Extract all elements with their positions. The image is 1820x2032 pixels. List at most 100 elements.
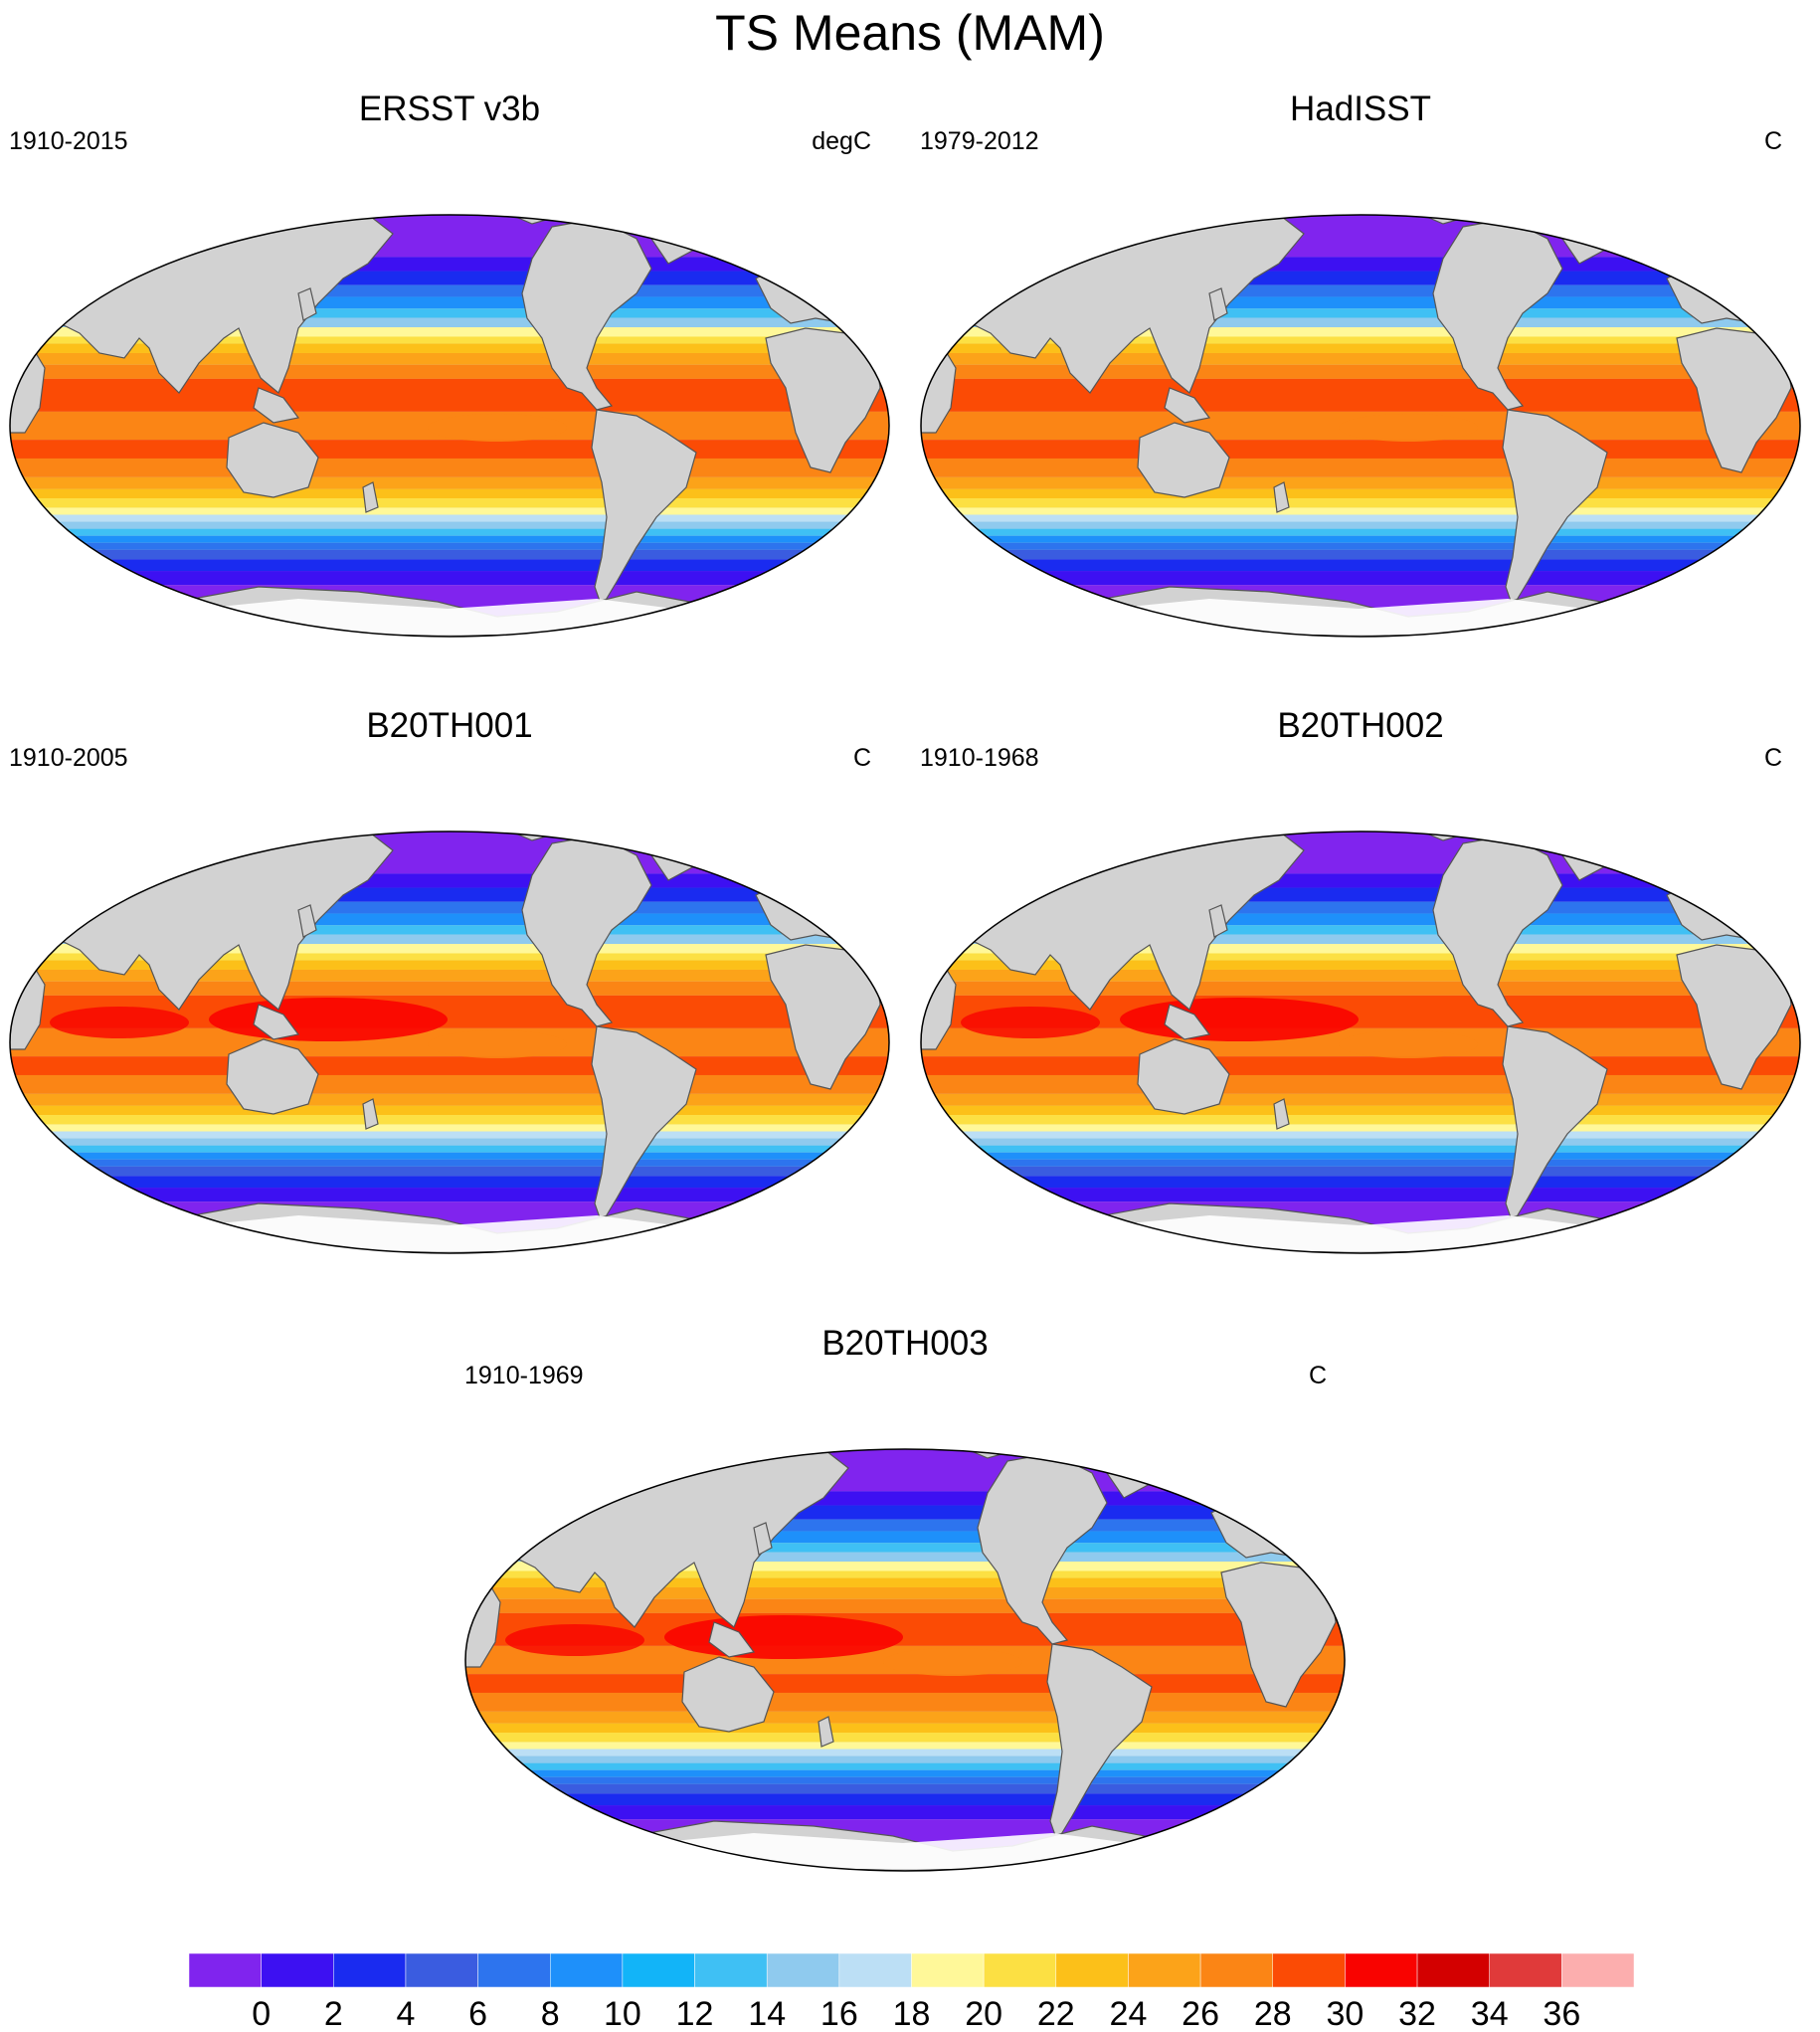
land-americasS	[1046, 1643, 1153, 1843]
temperature-band	[921, 476, 1800, 489]
temperature-band	[10, 1152, 889, 1160]
land-asiaSE	[253, 1004, 300, 1040]
temperature-band	[465, 1552, 1345, 1563]
colorbar-label: 34	[1471, 1995, 1509, 2032]
sst-map	[9, 831, 890, 1254]
land-japan	[297, 287, 317, 321]
colorbar-label: 12	[676, 1995, 714, 2032]
land-arctic2	[428, 195, 477, 211]
colorbar-label: 30	[1326, 1995, 1364, 2032]
temperature-band	[921, 257, 1800, 272]
sst-field	[10, 195, 889, 637]
temperature-band	[921, 528, 1800, 536]
temperature-band	[10, 1166, 889, 1177]
temperature-band	[921, 901, 1800, 914]
temperature-band	[921, 969, 1800, 982]
colorbar-box	[1561, 1952, 1635, 1988]
temperature-band	[10, 831, 889, 874]
temperature-band	[10, 969, 889, 982]
temperature-band	[465, 1776, 1345, 1784]
colorbar-box	[911, 1952, 985, 1988]
temperature-band	[921, 343, 1800, 353]
temperature-band	[921, 981, 1800, 996]
map-border	[9, 214, 890, 638]
panel-units: C	[1308, 1362, 1327, 1389]
panel-title: B20TH001	[366, 706, 533, 745]
colorbar-box	[983, 1952, 1057, 1988]
colorbar-box	[333, 1952, 407, 1988]
colorbar-label: 14	[748, 1995, 786, 2032]
panel-units: C	[1763, 127, 1782, 155]
panel-period: 1910-1969	[464, 1362, 584, 1389]
temperature-band	[465, 1531, 1345, 1544]
temperature-band	[10, 514, 889, 522]
land-americasN	[1432, 834, 1563, 1027]
temperature-band	[10, 1138, 889, 1146]
warm-pool	[505, 1624, 644, 1656]
temperature-band	[921, 521, 1800, 529]
colorbar-box	[550, 1952, 624, 1988]
temperature-band	[10, 521, 889, 529]
land-japan	[1208, 904, 1228, 938]
colorbar-label: 26	[1182, 1995, 1219, 2032]
map-panel-ersst: ERSST v3b 1910-2015 degC	[0, 90, 899, 666]
panel-title: ERSST v3b	[358, 90, 541, 128]
sst-field	[921, 831, 1800, 1253]
temperature-band	[921, 535, 1800, 543]
panel-title: B20TH002	[1277, 706, 1444, 745]
temperature-band	[921, 1152, 1800, 1160]
colorbar-label: 18	[893, 1995, 931, 2032]
temperature-band	[465, 1755, 1345, 1763]
temperature-band	[10, 343, 889, 353]
temperature-band	[465, 1692, 1345, 1712]
temperature-band	[10, 257, 889, 272]
colorbar-box	[694, 1952, 768, 1988]
cold-tongue	[1339, 414, 1478, 442]
land-americasS	[591, 409, 697, 609]
temperature-band	[10, 317, 889, 328]
colorbar-box	[1489, 1952, 1562, 1988]
temperature-band	[465, 1519, 1345, 1532]
colorbar-label: 2	[324, 1995, 343, 2032]
temperature-band	[465, 1742, 1345, 1750]
warm-pool	[664, 1615, 903, 1659]
temperature-band	[10, 960, 889, 970]
temperature-band	[921, 514, 1800, 522]
colorbar-label: 36	[1543, 1995, 1580, 2032]
panel-period: 1910-2015	[9, 127, 128, 155]
temperature-band	[465, 1449, 1345, 1492]
temperature-band	[10, 1115, 889, 1125]
land-australia	[226, 1038, 319, 1115]
land-americasN	[521, 834, 652, 1027]
panel-title: HadISST	[1290, 90, 1431, 128]
warm-pool	[1120, 998, 1359, 1041]
colorbar-box	[622, 1952, 695, 1988]
land-nz	[1273, 1098, 1290, 1130]
temperature-band	[465, 1783, 1345, 1794]
temperature-band	[921, 507, 1800, 515]
temperature-band	[921, 1188, 1800, 1202]
temperature-band	[921, 542, 1800, 550]
temperature-band	[10, 1131, 889, 1139]
temperature-band	[10, 476, 889, 489]
temperature-band	[921, 571, 1800, 586]
temperature-band	[10, 327, 889, 337]
sst-field	[921, 215, 1800, 637]
land-japan	[1208, 287, 1228, 321]
panel-period: 1910-1968	[920, 744, 1039, 772]
temperature-band	[10, 528, 889, 536]
map-panel-b20th002: B20TH002 1910-1968 C	[911, 706, 1810, 1283]
sst-map	[9, 195, 890, 638]
temperature-band	[465, 1598, 1345, 1613]
map-border	[920, 831, 1801, 1254]
land-asiaSE	[708, 1621, 756, 1658]
temperature-band	[921, 549, 1800, 560]
land-americasN	[977, 1452, 1108, 1645]
colorbar-labels: 0 2 4 6 8 10 12 14 16 18 20 22 24 26 28 30 32 34 36	[252, 1995, 1580, 2032]
temperature-band	[465, 1711, 1345, 1724]
land-americasS	[1502, 409, 1608, 609]
temperature-band	[921, 953, 1800, 961]
temperature-band	[921, 336, 1800, 344]
colorbar-label: 16	[820, 1995, 858, 2032]
colorbar-box	[405, 1952, 478, 1988]
